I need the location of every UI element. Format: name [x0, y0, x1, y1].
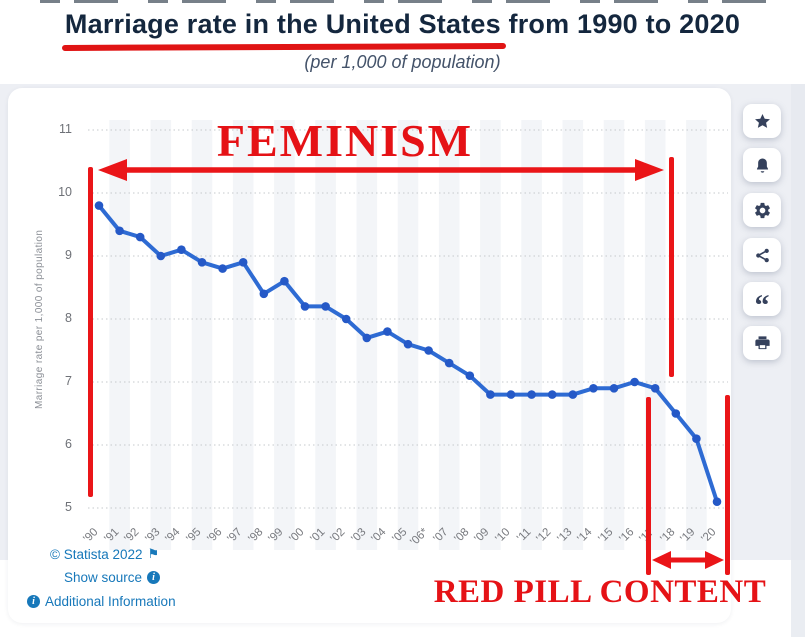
additional-information-text: Additional Information: [45, 594, 176, 609]
y-tick-label: 7: [65, 374, 72, 388]
right-edge-strip: [791, 84, 805, 560]
info-icon: i: [27, 595, 40, 608]
y-tick-label: 5: [65, 500, 72, 514]
settings-button[interactable]: [743, 193, 781, 227]
data-point[interactable]: [300, 302, 310, 311]
data-point[interactable]: [465, 371, 475, 380]
data-point[interactable]: [238, 258, 248, 267]
statista-copyright: © Statista 2022 ⚑: [50, 546, 159, 562]
red-line-2020: [725, 395, 730, 575]
data-point[interactable]: [486, 390, 495, 399]
favorite-button[interactable]: [743, 104, 781, 138]
show-source-link[interactable]: Show source i: [64, 570, 161, 585]
data-point[interactable]: [362, 333, 372, 343]
red-line-2017: [646, 397, 651, 575]
data-point[interactable]: [506, 390, 516, 399]
stripe: [191, 120, 213, 550]
share-icon: [755, 248, 769, 262]
y-tick-label: 9: [65, 248, 72, 262]
show-source-text: Show source: [64, 570, 143, 585]
stripe: [521, 120, 542, 550]
gear-icon: [754, 202, 770, 218]
stripe: [109, 120, 130, 550]
cropped-text-artifact: [40, 0, 780, 3]
y-tick-label: 11: [59, 122, 72, 136]
stripe: [438, 120, 460, 550]
red-line-right-top: [669, 157, 674, 377]
stripe: [397, 120, 419, 550]
data-point[interactable]: [692, 434, 701, 444]
feminism-span-arrow: [98, 159, 664, 181]
copyright-text: © Statista 2022: [50, 546, 143, 562]
data-point[interactable]: [650, 384, 660, 393]
stripe: [274, 120, 295, 550]
data-point[interactable]: [218, 264, 227, 273]
y-tick-label: 8: [65, 311, 72, 325]
data-point[interactable]: [424, 346, 433, 355]
data-point[interactable]: [156, 251, 166, 261]
data-point[interactable]: [321, 302, 330, 311]
quote-icon: “: [754, 289, 770, 322]
star-icon: [754, 113, 770, 128]
bell-icon: [756, 158, 768, 173]
print-button[interactable]: [743, 326, 781, 360]
right-edge-strip-bottom: [791, 560, 805, 637]
data-point[interactable]: [383, 327, 392, 336]
data-point[interactable]: [589, 384, 598, 393]
data-point[interactable]: [444, 358, 454, 368]
share-button[interactable]: [743, 238, 781, 272]
data-point[interactable]: [568, 390, 578, 399]
red-underline-annotation: [61, 43, 507, 51]
citation-button[interactable]: “: [743, 282, 781, 322]
stripe: [315, 120, 336, 550]
stripe: [686, 120, 707, 550]
data-point[interactable]: [341, 314, 351, 324]
info-icon: i: [147, 571, 161, 584]
data-point[interactable]: [671, 409, 681, 418]
data-point[interactable]: [259, 289, 269, 299]
data-point[interactable]: [527, 390, 536, 399]
data-point[interactable]: [115, 226, 124, 236]
data-point[interactable]: [547, 390, 557, 399]
data-point[interactable]: [712, 497, 722, 507]
data-point[interactable]: [630, 377, 639, 387]
data-point[interactable]: [403, 339, 413, 349]
data-point[interactable]: [197, 258, 207, 267]
data-point[interactable]: [135, 232, 145, 242]
alert-button[interactable]: [743, 148, 781, 182]
data-point[interactable]: [94, 201, 104, 210]
stripe: [603, 120, 625, 550]
data-point[interactable]: [177, 245, 186, 254]
y-tick-label: 6: [65, 437, 72, 451]
additional-information-link[interactable]: i Additional Information: [27, 594, 176, 609]
stripe: [232, 120, 254, 550]
red-line-left: [88, 167, 93, 497]
red-pill-annotation: RED PILL CONTENT: [433, 574, 767, 610]
data-point[interactable]: [280, 276, 289, 286]
stripe: [150, 120, 172, 550]
printer-icon: [754, 335, 770, 349]
marriage-rate-line-chart[interactable]: [80, 120, 736, 560]
flag-icon[interactable]: ⚑: [147, 546, 160, 561]
red-pill-span-arrow: [652, 551, 724, 569]
page-subtitle: (per 1,000 of population): [304, 52, 501, 72]
stripe: [562, 120, 584, 550]
y-tick-label: 10: [58, 185, 72, 199]
page-title: Marriage rate in the United States from …: [64, 9, 741, 39]
data-point[interactable]: [609, 384, 619, 393]
stripe: [480, 120, 501, 550]
feminism-annotation: FEMINISM: [216, 115, 474, 166]
